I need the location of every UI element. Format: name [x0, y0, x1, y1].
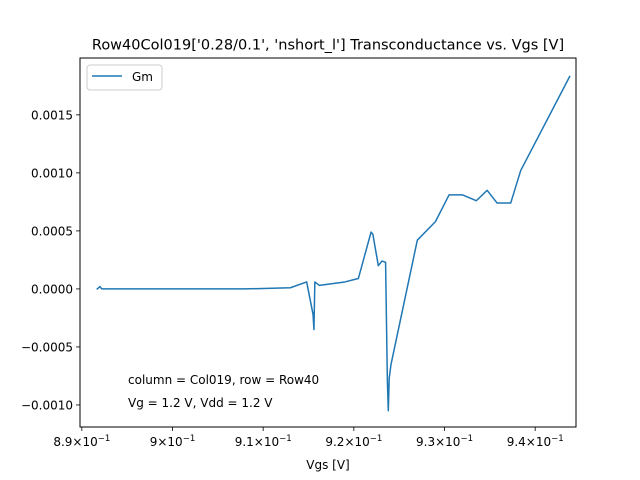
series-layer [96, 75, 571, 412]
x-tick-label-exponent: −1 [98, 434, 111, 444]
chart-title: Row40Col019['0.28/0.1', 'nshort_l'] Tran… [92, 38, 564, 54]
x-tick-label-base: 8.9×10 [53, 435, 97, 449]
x-tick-label-base: 9.3×10 [416, 435, 460, 449]
y-tick-label: −0.0005 [21, 340, 73, 354]
y-axis: 0.0015 0.0010 0.0005 0.0000 −0.0005 −0.0010 [21, 108, 80, 412]
x-tick-label: 8.9×10−1 [53, 434, 110, 449]
y-tick-label: 0.0010 [31, 166, 73, 180]
legend-label-gm: Gm [132, 70, 153, 84]
annotation-location: column = Col019, row = Row40 [128, 373, 319, 387]
y-tick-label: 0.0000 [31, 282, 73, 296]
plot-area [80, 58, 576, 427]
x-tick-label-base: 9.1×10 [235, 435, 279, 449]
legend-box [86, 64, 163, 91]
x-tick-label-base: 9.2×10 [325, 435, 369, 449]
x-tick-label-exponent: −1 [370, 434, 383, 444]
x-tick-label: 9×10−1 [150, 434, 196, 449]
x-tick-label-exponent: −1 [551, 434, 564, 444]
x-axis-label: Vgs [V] [306, 458, 349, 472]
x-tick-label-exponent: −1 [183, 434, 196, 444]
x-tick-label: 9.3×10−1 [416, 434, 473, 449]
annotation-bias: Vg = 1.2 V, Vdd = 1.2 V [128, 396, 273, 410]
x-tick-label: 9.1×10−1 [235, 434, 292, 449]
x-tick-label-base: 9×10 [150, 435, 183, 449]
x-tick-label: 9.4×10−1 [507, 434, 564, 449]
x-tick-label: 9.2×10−1 [325, 434, 382, 449]
y-tick-label: 0.0015 [31, 108, 73, 122]
legend: Gm [86, 64, 163, 91]
x-tick-label-exponent: −1 [460, 434, 473, 444]
x-tick-label-base: 9.4×10 [507, 435, 551, 449]
series-line-gm [96, 75, 571, 412]
x-axis: 8.9×10−1 9×10−1 9.1×10−1 9.2×10−1 9.3×10−1 9.… [53, 427, 564, 449]
y-tick-label: 0.0005 [31, 224, 73, 238]
axes-frame [79, 57, 577, 428]
x-tick-label-exponent: −1 [279, 434, 292, 444]
y-tick-label: −0.0010 [21, 398, 73, 412]
